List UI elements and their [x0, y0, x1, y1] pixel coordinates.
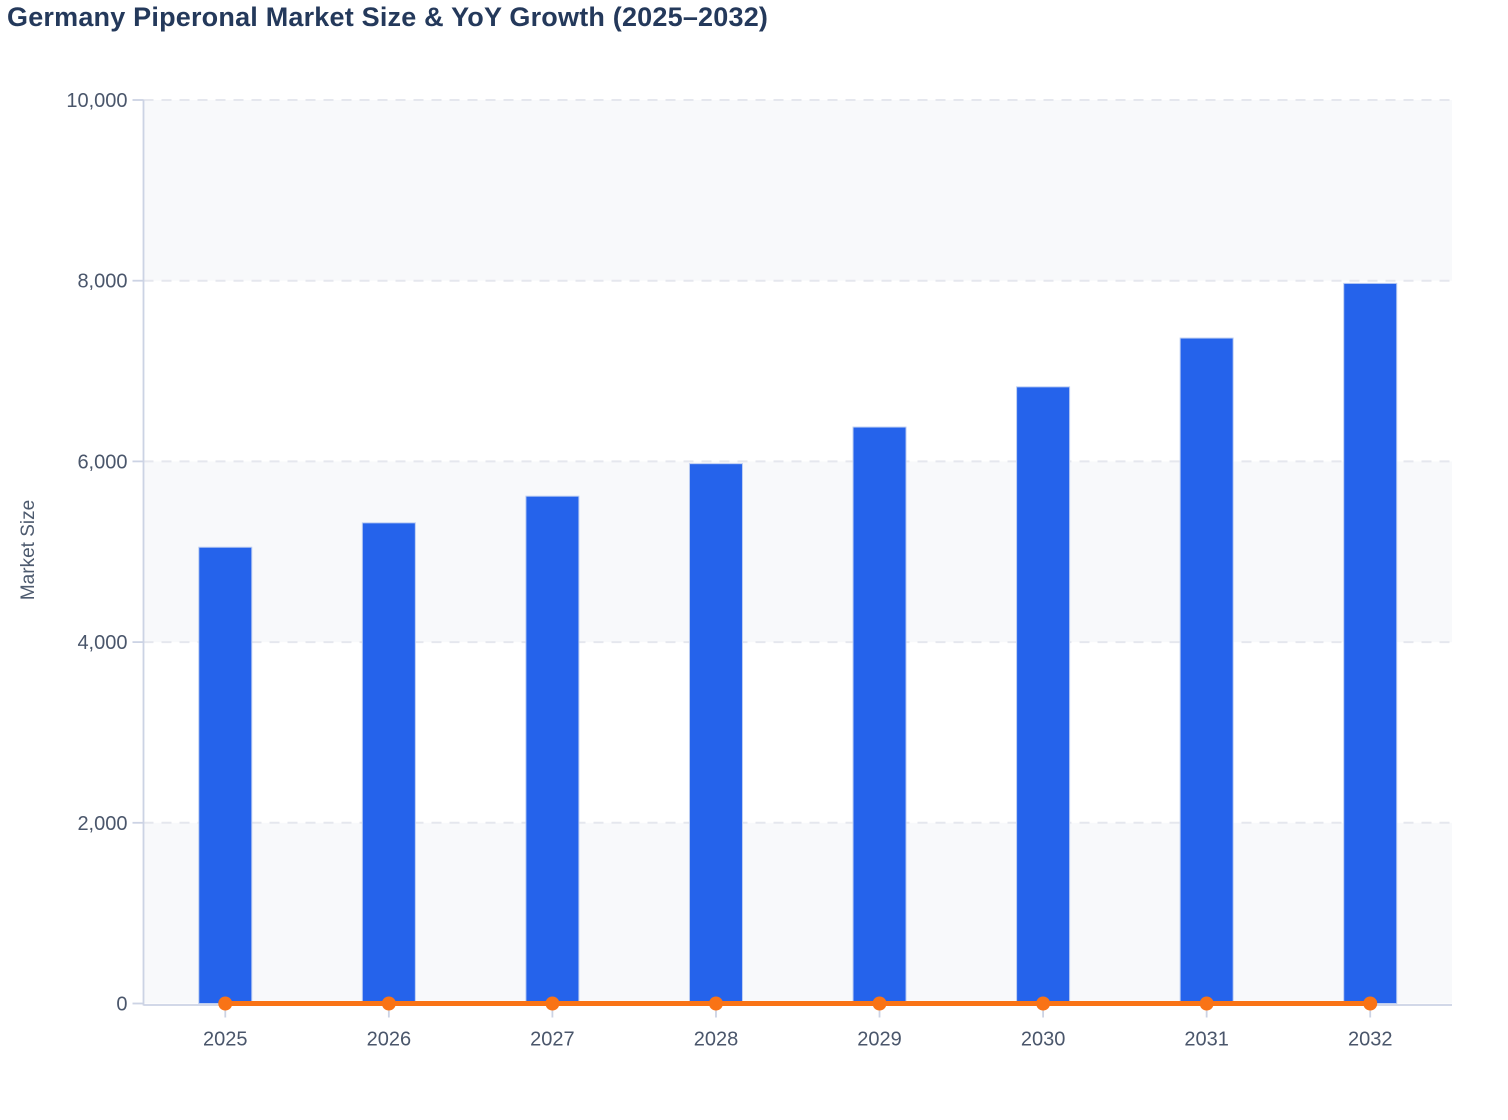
yoy-growth-marker-2031[interactable]: [1199, 996, 1214, 1011]
bar-2030[interactable]: [1016, 386, 1071, 1004]
x-axis-label: 2027: [530, 1029, 575, 1051]
bar-2027[interactable]: [525, 495, 580, 1004]
y-tick-label: 2,000: [77, 813, 127, 835]
x-axis-label: 2026: [367, 1029, 412, 1051]
x-axis-label: 2029: [857, 1029, 902, 1051]
x-axis-label: 2028: [694, 1029, 739, 1051]
x-axis-label: 2030: [1021, 1029, 1066, 1051]
yoy-growth-marker-2025[interactable]: [218, 996, 233, 1011]
bar-2031[interactable]: [1179, 337, 1234, 1004]
bar-2028[interactable]: [688, 463, 743, 1004]
yoy-growth-marker-2032[interactable]: [1363, 996, 1378, 1011]
y-tick-label: 4,000: [77, 632, 127, 654]
bar-2025[interactable]: [198, 546, 253, 1004]
yoy-growth-marker-2030[interactable]: [1036, 996, 1051, 1011]
y-tick-label: 6,000: [77, 451, 127, 473]
y-tick-label: 10,000: [66, 90, 127, 112]
bar-2026[interactable]: [361, 522, 416, 1004]
yoy-growth-marker-2028[interactable]: [708, 996, 723, 1011]
plot-band: [143, 100, 1452, 281]
x-axis-label: 2031: [1184, 1029, 1229, 1051]
x-axis-label: 2032: [1348, 1029, 1393, 1051]
y-tick-label: 8,000: [77, 271, 127, 293]
yoy-growth-marker-2027[interactable]: [545, 996, 560, 1011]
x-axis-label: 2025: [203, 1029, 248, 1051]
y-tick-label: 0: [116, 994, 127, 1016]
plot-band: [143, 461, 1452, 643]
chart-title: Germany Piperonal Market Size & YoY Grow…: [7, 2, 769, 32]
yoy-growth-marker-2026[interactable]: [381, 996, 396, 1011]
bar-2029[interactable]: [852, 426, 907, 1004]
bar-2032[interactable]: [1343, 282, 1398, 1004]
yoy-growth-marker-2029[interactable]: [872, 996, 887, 1011]
plot-band: [143, 822, 1452, 1004]
